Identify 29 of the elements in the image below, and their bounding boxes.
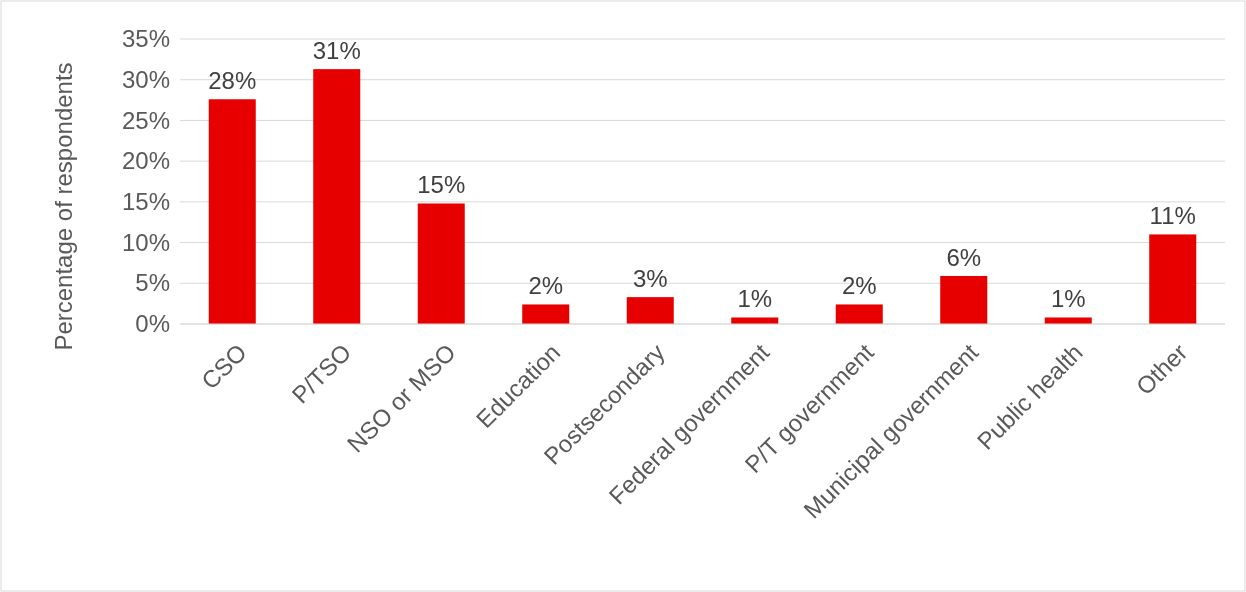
bar [835, 304, 883, 324]
y-axis-title: Percentage of respondents [50, 62, 77, 351]
data-label: 2% [841, 272, 877, 300]
bar [626, 297, 674, 324]
y-tick-label: 20% [121, 147, 170, 175]
bar [417, 203, 465, 324]
y-tick-label: 0% [135, 310, 170, 338]
y-tick-label: 15% [121, 188, 170, 216]
data-label: 1% [1050, 285, 1086, 313]
bar [313, 69, 361, 324]
bar [1044, 317, 1092, 324]
y-tick-label: 30% [121, 65, 170, 93]
data-label: 1% [737, 285, 773, 313]
data-label: 31% [312, 37, 361, 65]
y-tick-label: 10% [121, 228, 170, 256]
data-label: 2% [528, 272, 564, 300]
data-label: 11% [1149, 202, 1196, 230]
data-label: 6% [946, 243, 982, 271]
y-tick-label: 35% [121, 25, 170, 53]
bar [522, 304, 570, 324]
bar [1149, 234, 1197, 324]
y-tick-label: 5% [135, 269, 170, 297]
data-label: 3% [632, 265, 668, 293]
data-label: 28% [208, 67, 257, 95]
bar [731, 317, 779, 324]
data-label: 15% [417, 171, 466, 199]
y-tick-label: 25% [121, 106, 170, 134]
bar [940, 275, 988, 324]
bar [208, 99, 256, 324]
